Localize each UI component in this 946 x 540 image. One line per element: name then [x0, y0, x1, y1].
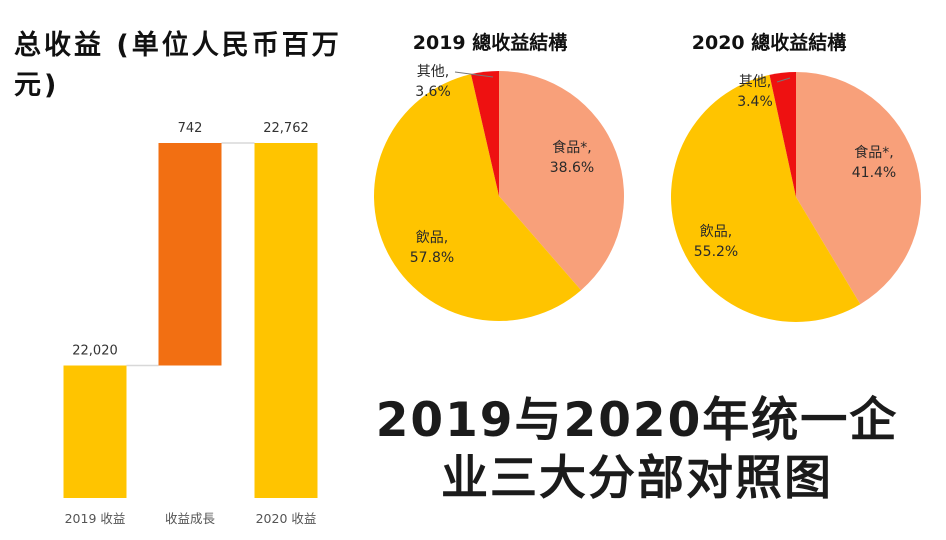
- slice-name-label: 其他,: [417, 64, 449, 80]
- slice-percent-label: 55.2%: [694, 244, 738, 260]
- slice-percent-label: 3.4%: [737, 94, 773, 110]
- pie-slice: [374, 74, 582, 321]
- x-tick-label: 2020 收益: [256, 511, 317, 526]
- slice-name-label: 其他,: [739, 74, 771, 90]
- bar-2020-revenue: [254, 143, 318, 498]
- pie-slice: [499, 71, 625, 291]
- bar-value-label: 742: [178, 121, 203, 136]
- bar-revenue-growth: [158, 143, 222, 366]
- slice-percent-label: 57.8%: [410, 250, 454, 266]
- slice-name-label: 食品*,: [552, 139, 591, 156]
- pie-title: 2019 總收益結構: [413, 31, 568, 54]
- slice-percent-label: 41.4%: [852, 165, 896, 181]
- slice-name-label: 飲品,: [416, 230, 448, 246]
- pie-title: 2020 總收益結構: [692, 31, 847, 54]
- leader-line: [776, 77, 791, 83]
- bar-value-label: 22,020: [72, 344, 118, 359]
- x-tick-label: 收益成長: [165, 511, 216, 526]
- pie-slice: [769, 72, 796, 197]
- leader-line: [454, 71, 494, 78]
- slice-percent-label: 38.6%: [550, 160, 594, 176]
- bar-2019-revenue: [63, 365, 127, 498]
- pie-slice: [796, 72, 921, 305]
- slice-name-label: 飲品,: [700, 224, 732, 240]
- pie-slice: [671, 74, 861, 322]
- slice-name-label: 食品*,: [854, 144, 893, 161]
- slice-percent-label: 3.6%: [415, 84, 451, 100]
- x-tick-label: 2019 收益: [65, 511, 126, 526]
- pie-slice: [470, 71, 499, 196]
- main-title: 2019与2020年统一企业三大分部对照图: [375, 393, 899, 506]
- waterfall-chart: 22,020 2019 收益 742 收益成長 22,762 2020 收益: [63, 121, 318, 526]
- left-chart-title: 总收益 (单位人民币百万元): [14, 30, 342, 101]
- bar-value-label: 22,762: [263, 121, 309, 136]
